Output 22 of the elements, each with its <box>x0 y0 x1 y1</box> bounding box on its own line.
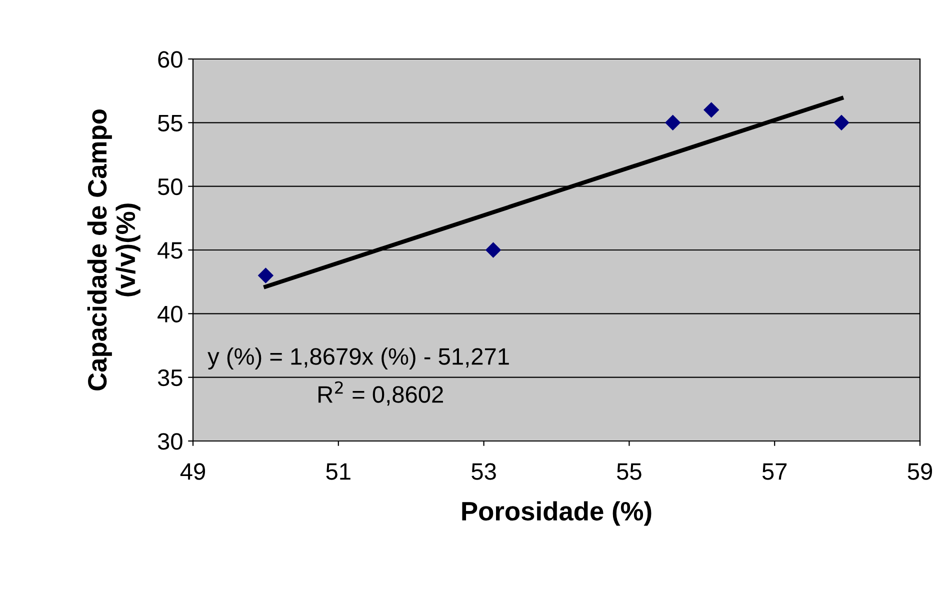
x-tick-label: 49 <box>180 463 206 480</box>
x-tick-label: 59 <box>908 463 932 480</box>
point <box>486 242 501 258</box>
y-tick-label: 60 <box>158 51 182 68</box>
y-tick-label: 45 <box>158 242 182 259</box>
annotation: y (%) = 1,8679x (%) - 51,271 <box>208 347 509 370</box>
point <box>665 115 680 130</box>
y-tick-label: 40 <box>158 306 182 322</box>
x-tick-label: 53 <box>472 463 496 480</box>
x-axis-title: Porosidade (%) <box>462 501 652 526</box>
annotation: R$^{2}$ = 0,8602 <box>318 381 443 406</box>
y-tick-label: 30 <box>158 433 182 450</box>
x-tick-label: 57 <box>762 463 787 480</box>
y-axis-title: Capacidade de Campo (v/v)(%) <box>87 110 140 390</box>
point <box>258 268 274 284</box>
x-tick-label: 51 <box>326 463 350 480</box>
y-tick-label: 50 <box>158 178 182 196</box>
point <box>834 115 850 130</box>
point <box>704 102 719 118</box>
y-tick-label: 55 <box>158 114 182 132</box>
x-tick-label: 55 <box>617 463 642 480</box>
y-tick-label: 35 <box>158 369 182 386</box>
